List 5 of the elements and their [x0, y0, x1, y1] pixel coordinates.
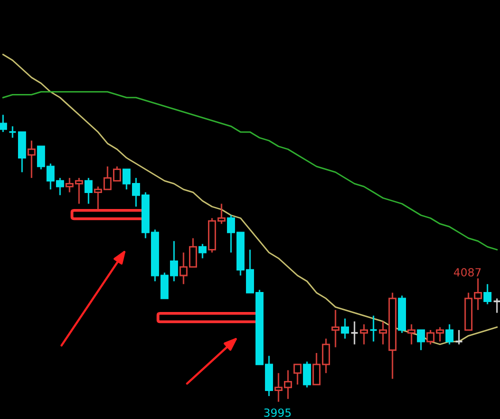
- candlestick: [350, 320, 359, 346]
- candlestick: [331, 309, 340, 348]
- candlestick: [369, 314, 378, 342]
- annotation: 4087: [454, 268, 481, 276]
- text: 3995: [264, 408, 291, 417]
